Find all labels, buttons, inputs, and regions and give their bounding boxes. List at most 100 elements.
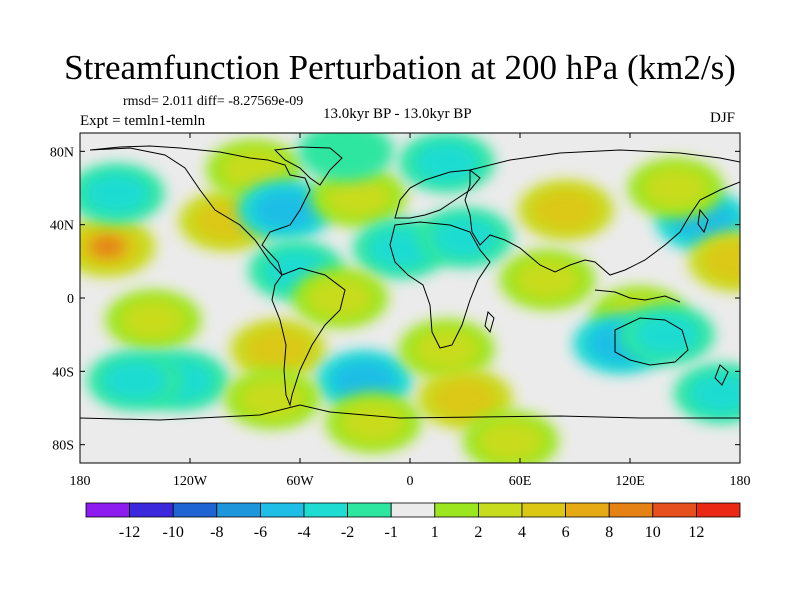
coastline-asia xyxy=(464,149,740,276)
streamfunction-field xyxy=(80,133,740,463)
coastline-europe xyxy=(394,169,481,219)
field-anomaly xyxy=(297,133,394,182)
map-axes: 80N 40N 0 40S 80S 180 120W 60W 0 60E 120E 180 xyxy=(50,133,751,489)
season-label: DJF xyxy=(710,110,736,126)
field-contour-band xyxy=(90,235,125,258)
colorbar-label: -12 xyxy=(119,524,140,541)
field-anomaly xyxy=(310,167,407,228)
colorbar-label: -8 xyxy=(210,524,223,541)
lon-label: 180 xyxy=(70,474,91,489)
field-anomaly xyxy=(673,363,740,424)
lat-label: 80S xyxy=(52,439,74,454)
colorbar-swatch xyxy=(347,502,392,518)
lon-label: 60E xyxy=(509,474,532,489)
field-contour-band xyxy=(432,378,498,420)
statistics-label: rmsd= 2.011 diff= -8.27569e-09 xyxy=(123,94,304,109)
field-contour-band xyxy=(514,259,581,301)
colorbar-swatch xyxy=(608,502,654,518)
lat-label: 40N xyxy=(50,219,74,234)
field-anomaly xyxy=(105,290,202,350)
coastline-australia xyxy=(614,317,689,366)
field-anomaly xyxy=(87,350,183,411)
field-contour-band xyxy=(326,176,392,218)
lon-label: 60W xyxy=(286,474,314,489)
colorbar-label: 6 xyxy=(562,524,570,541)
field-contour-band xyxy=(84,173,150,214)
colorbar-swatch xyxy=(303,502,348,518)
coastlines xyxy=(80,145,740,421)
field-anomaly xyxy=(230,319,326,380)
field-contour-band xyxy=(414,328,480,370)
coastline-antarctica xyxy=(80,404,740,421)
field-contour-band xyxy=(239,378,306,420)
field-anomaly xyxy=(517,180,614,240)
colorbar-label: 8 xyxy=(605,524,613,541)
field-anomaly xyxy=(325,392,422,453)
field-contour-band xyxy=(478,420,544,462)
colorbar-label: 10 xyxy=(645,524,661,541)
field-contour-band xyxy=(634,314,700,356)
map-title: Streamfunction Perturbation at 200 hPa (… xyxy=(64,48,736,87)
colorbar-label: 2 xyxy=(474,524,482,541)
colorbar-swatch xyxy=(521,502,566,518)
colorbar-label: 1 xyxy=(431,524,439,541)
field-contour-band xyxy=(252,189,318,231)
field-anomaly xyxy=(618,304,715,365)
field-anomaly xyxy=(80,163,165,224)
colorbar-label: 12 xyxy=(688,524,704,541)
colorbar-swatch xyxy=(390,502,436,518)
field-anomaly xyxy=(627,158,724,218)
coastline-greenland xyxy=(273,146,343,186)
field-anomaly xyxy=(398,319,495,380)
field-contour-band xyxy=(221,149,287,191)
coastline-africa xyxy=(389,221,491,349)
experiment-label: Expt = temln1-temln xyxy=(80,113,206,129)
lat-label: 0 xyxy=(67,292,74,307)
field-contour-band xyxy=(297,133,394,182)
field-contour-band xyxy=(245,328,311,370)
field-contour-band xyxy=(533,189,599,231)
field-contour-band xyxy=(689,372,740,414)
colorbar-swatch xyxy=(129,502,174,518)
field-contour-band xyxy=(703,240,740,282)
lat-label: 40S xyxy=(52,365,74,380)
field-contour-band xyxy=(102,360,168,401)
coastline-north-america xyxy=(89,145,311,276)
lon-label: 0 xyxy=(407,474,414,489)
period-label: 13.0kyr BP - 13.0kyr BP xyxy=(323,106,472,122)
colorbar-swatch xyxy=(477,502,523,518)
field-anomaly xyxy=(688,231,740,292)
field-anomaly xyxy=(224,368,321,429)
colorbar-swatch xyxy=(696,502,741,518)
field-anomaly xyxy=(237,180,334,240)
lat-label: 80N xyxy=(50,145,74,160)
map-plot-area xyxy=(80,133,740,463)
colorbar-label: -2 xyxy=(341,524,354,541)
field-anomaly xyxy=(398,133,495,193)
field-contour-band xyxy=(340,402,406,444)
field-anomaly xyxy=(80,216,156,277)
coastline-japan xyxy=(697,208,709,234)
coastline-indonesia xyxy=(594,289,681,303)
colorbar-label: 4 xyxy=(518,524,526,541)
coastline-new-zealand xyxy=(714,364,729,386)
colorbar-label: -6 xyxy=(254,524,267,541)
colorbar-label: -4 xyxy=(297,524,310,541)
lon-label: 120W xyxy=(173,474,208,489)
field-anomaly xyxy=(462,411,559,463)
lon-label: 180 xyxy=(730,474,751,489)
coastline-madagascar xyxy=(484,310,495,334)
field-contour-band xyxy=(120,299,186,341)
colorbar: -12 -10 -8 -6 -4 -2 -1 1 2 4 6 8 10 12 xyxy=(85,502,741,541)
coastline-south-america xyxy=(271,267,346,407)
field-contour-band xyxy=(432,217,498,258)
colorbar-swatch xyxy=(652,502,697,518)
field-anomaly xyxy=(206,139,303,200)
field-contour-band xyxy=(414,141,480,183)
field-anomaly xyxy=(499,249,596,310)
field-anomaly xyxy=(417,368,513,429)
colorbar-swatch xyxy=(434,502,479,518)
field-contour-band xyxy=(331,360,397,401)
lon-label: 120E xyxy=(615,474,645,489)
